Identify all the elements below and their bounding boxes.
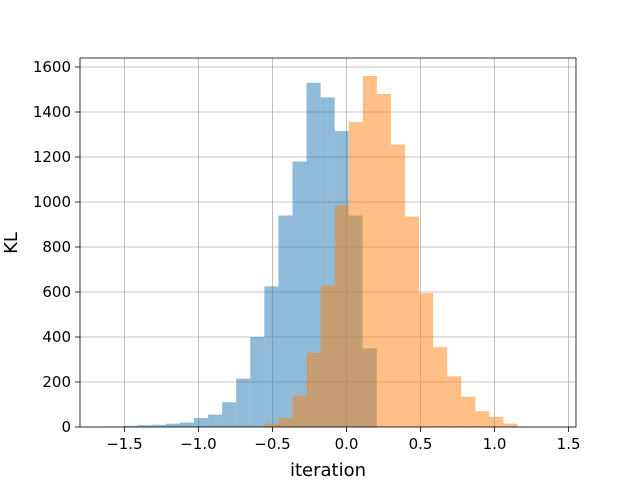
histogram-bar-series-1 xyxy=(306,82,321,427)
x-tick-label: 0.0 xyxy=(335,435,359,453)
x-axis-label: iteration xyxy=(290,460,366,480)
histogram-bar-series-1 xyxy=(278,215,293,427)
histogram-bar-series-1 xyxy=(151,424,166,427)
histogram-bar-series-1 xyxy=(292,161,307,427)
y-tick-label: 1000 xyxy=(33,193,71,211)
histogram-bar-series-1 xyxy=(264,286,279,427)
histogram-bar-series-2 xyxy=(334,205,349,427)
x-tick-label: −1.5 xyxy=(106,435,142,453)
x-tick-label: −1.0 xyxy=(180,435,216,453)
histogram-bar-series-2 xyxy=(461,396,476,427)
y-tick-label: 400 xyxy=(42,328,71,346)
histogram-bar-series-1 xyxy=(137,425,152,427)
x-tick-label: 1.5 xyxy=(557,435,581,453)
y-tick-label: 200 xyxy=(42,373,71,391)
histogram-bar-series-2 xyxy=(362,76,377,427)
histogram-bar-series-2 xyxy=(419,293,434,427)
plot-frame xyxy=(79,57,577,428)
y-axis-label: KL xyxy=(1,232,22,254)
histogram-bar-series-2 xyxy=(475,411,490,427)
x-tick-label: 1.0 xyxy=(483,435,507,453)
y-tick-label: 0 xyxy=(61,418,71,436)
x-tick-label: 0.5 xyxy=(409,435,433,453)
y-tick-label: 600 xyxy=(42,283,71,301)
y-tick-label: 1200 xyxy=(33,148,71,166)
histogram-bar-series-2 xyxy=(292,395,307,427)
histogram-bar-series-2 xyxy=(264,423,279,427)
histogram-bar-series-2 xyxy=(433,347,448,427)
histogram-bar-series-2 xyxy=(320,285,335,427)
histogram-bar-series-1 xyxy=(236,378,251,427)
y-tick-label: 1400 xyxy=(33,103,71,121)
ticks: −1.5 −1.0 −0.5 0.0 0.5 1.0 1.5 0 200 400 600 800 100… xyxy=(33,58,581,453)
histogram-bar-series-2 xyxy=(376,94,391,427)
histogram-bar-series-2 xyxy=(503,423,518,427)
y-tick-label: 1600 xyxy=(33,58,71,76)
histogram-bar-series-2 xyxy=(489,416,504,427)
histogram-bar-series-1 xyxy=(165,423,180,427)
histogram-bar-series-1 xyxy=(179,422,195,427)
x-tick-label: −0.5 xyxy=(254,435,290,453)
histogram-bar-series-2 xyxy=(278,418,293,427)
histogram-bar-series-1 xyxy=(123,425,138,427)
bars xyxy=(109,76,518,427)
histogram-bar-series-2 xyxy=(404,216,420,427)
histogram-bar-series-2 xyxy=(390,144,405,427)
histogram-bar-series-2 xyxy=(348,122,363,427)
histogram-bar-series-1 xyxy=(208,414,223,427)
histogram-bar-series-2 xyxy=(447,376,462,427)
histogram-bar-series-1 xyxy=(250,337,265,427)
histogram-bar-series-1 xyxy=(194,418,209,427)
histogram-bar-series-1 xyxy=(222,402,237,427)
y-tick-label: 800 xyxy=(42,238,71,256)
histogram-bar-series-2 xyxy=(306,352,321,427)
